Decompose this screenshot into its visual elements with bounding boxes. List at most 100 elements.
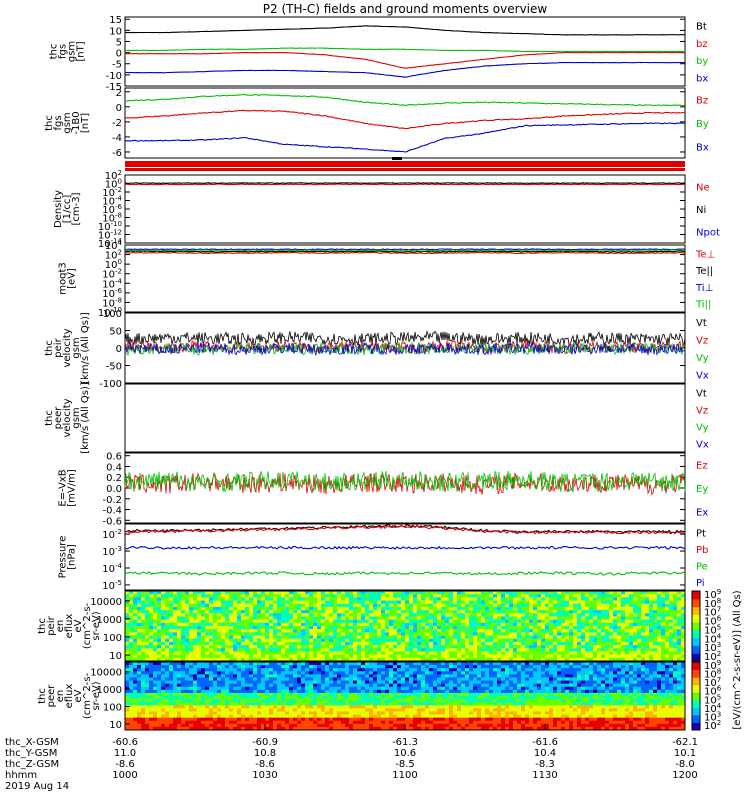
heatmap-cell [641,600,646,605]
heatmap-cell [649,683,654,688]
heatmap-cell [381,645,386,649]
heatmap-cell [445,600,450,605]
heatmap-cell [661,638,666,643]
heatmap-cell [441,600,446,605]
heatmap-cell [529,616,534,620]
heatmap-cell [337,680,342,684]
heatmap-cell [621,629,626,633]
heatmap-cell [161,619,166,624]
heatmap-cell [389,594,394,598]
heatmap-cell [337,632,342,636]
heatmap-cell [561,668,566,672]
heatmap-cell [305,665,310,669]
heatmap-cell [517,610,522,614]
heatmap-cell [673,657,678,662]
heatmap-cell [653,606,658,611]
heatmap-cell [677,641,682,646]
heatmap-cell [257,591,262,595]
heatmap-cell [433,677,438,681]
heatmap-cell [613,600,618,605]
heatmap-cell [549,645,554,649]
heatmap-cell [373,613,378,617]
heatmap-cell [149,662,154,666]
heatmap-cell [377,662,382,666]
heatmap-cell [641,613,646,617]
heatmap-cell [497,696,502,700]
heatmap-cell [593,657,598,662]
heatmap-cell [357,683,362,688]
heatmap-cell [365,689,370,694]
heatmap-cell [389,671,394,675]
heatmap-cell [181,622,186,627]
heatmap-cell [501,680,506,684]
heatmap-cell [357,689,362,694]
heatmap-cell [273,594,278,598]
heatmap-cell [237,680,242,684]
heatmap-cell [681,641,686,646]
heatmap-cell [429,606,434,611]
heatmap-cell [181,613,186,617]
heatmap-cell [241,629,246,633]
heatmap-cell [633,657,638,662]
heatmap-cell [261,680,266,684]
heatmap-cell [233,686,238,691]
heatmap-cell [457,674,462,678]
heatmap-cell [353,619,358,624]
heatmap-cell [177,648,182,652]
heatmap-cell [425,613,430,617]
heatmap-cell [145,600,150,605]
heatmap-cell [485,616,490,620]
heatmap-cell [517,626,522,630]
heatmap-cell [253,677,258,681]
heatmap-cell [661,657,666,662]
heatmap-cell [517,689,522,694]
heatmap-cell [141,597,146,601]
heatmap-cell [609,597,614,601]
heatmap-cell [453,696,458,700]
heatmap-cell [185,674,190,678]
heatmap-cell [673,619,678,624]
y-axis-label: E=-VxB[mV/m] [58,469,78,507]
heatmap-cell [653,597,658,601]
heatmap-cell [261,662,266,666]
heatmap-cell [249,662,254,666]
heatmap-cell [633,591,638,595]
heatmap-cell [569,597,574,601]
heatmap-cell [513,629,518,633]
heatmap-cell [509,606,514,611]
heatmap-cell [209,645,214,649]
heatmap-cell [601,635,606,640]
heatmap-cell [149,629,154,633]
heatmap-cell [221,668,226,672]
heatmap-cell [493,645,498,649]
heatmap-cell [225,603,230,608]
heatmap-cell [529,622,534,627]
heatmap-cell [617,665,622,669]
heatmap-cell [569,665,574,669]
heatmap-cell [301,622,306,627]
heatmap-cell [169,622,174,627]
heatmap-cell [445,635,450,640]
heatmap-cell [209,616,214,620]
heatmap-cell [593,680,598,684]
heatmap-cell [441,671,446,675]
heatmap-cell [213,665,218,669]
heatmap-cell [245,591,250,595]
heatmap-cell [369,665,374,669]
heatmap-cell [409,616,414,620]
heatmap-cell [393,677,398,681]
heatmap-cell [609,616,614,620]
heatmap-cell [145,671,150,675]
heatmap-cell [373,606,378,611]
heatmap-cell [501,668,506,672]
heatmap-cell [137,645,142,649]
heatmap-cell [209,680,214,684]
heatmap-cell [465,606,470,611]
heatmap-cell [661,692,666,697]
heatmap-cell [649,671,654,675]
heatmap-cell [513,638,518,643]
heatmap-cell [625,638,630,643]
heatmap-cell [517,674,522,678]
heatmap-cell [425,610,430,614]
heatmap-cell [169,594,174,598]
